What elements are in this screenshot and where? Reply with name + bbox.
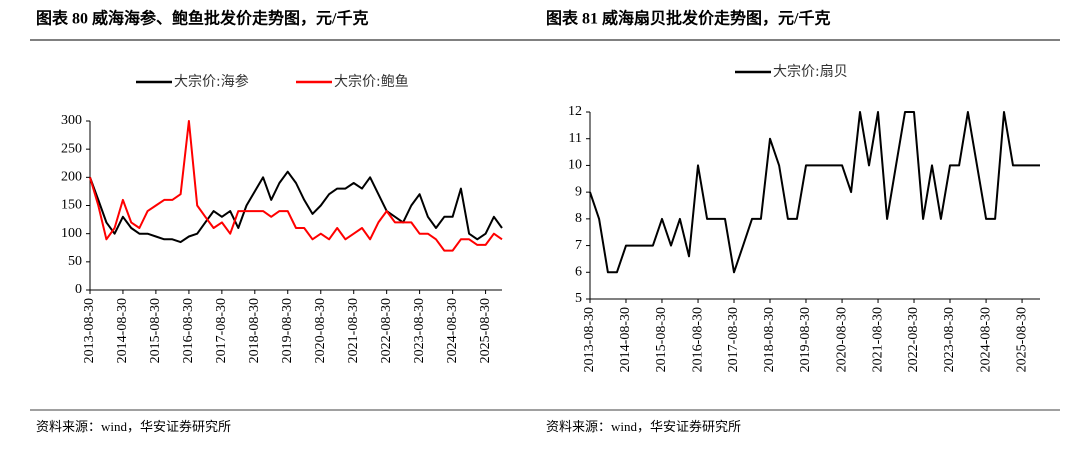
source-note: 资料来源：wind，华安证券研究所: [36, 419, 231, 434]
y-tick-label: 6: [575, 265, 582, 280]
x-tick-label: 2021-08-30: [346, 298, 361, 363]
y-tick-label: 300: [61, 113, 82, 128]
x-tick-label: 2014-08-30: [115, 298, 130, 363]
y-tick-label: 250: [61, 141, 82, 156]
series-line: [89, 170, 503, 244]
x-tick-label: 2013-08-30: [82, 298, 97, 363]
series-line: [589, 111, 1040, 274]
x-tick-label: 2017-08-30: [726, 307, 741, 372]
y-tick-label: 7: [575, 238, 582, 253]
x-tick-label: 2015-08-30: [654, 307, 669, 372]
x-tick-label: 2018-08-30: [762, 307, 777, 372]
chart-title: 图表 81 威海扇贝批发价走势图，元/千克: [546, 9, 830, 28]
y-tick-label: 9: [575, 184, 582, 199]
x-tick-label: 2013-08-30: [582, 307, 597, 372]
y-tick-label: 10: [568, 158, 582, 173]
x-tick-label: 2019-08-30: [798, 307, 813, 372]
legend-label: 大宗价:扇贝: [773, 64, 848, 80]
y-tick-label: 0: [75, 282, 82, 297]
x-tick-label: 2022-08-30: [906, 307, 921, 372]
x-tick-label: 2021-08-30: [870, 307, 885, 372]
y-tick-label: 100: [61, 226, 82, 241]
y-tick-label: 12: [568, 104, 582, 119]
y-tick-label: 50: [68, 254, 82, 269]
x-tick-label: 2018-08-30: [247, 298, 262, 363]
y-tick-label: 150: [61, 198, 82, 213]
x-tick-label: 2017-08-30: [214, 298, 229, 363]
x-tick-label: 2019-08-30: [280, 298, 295, 363]
x-tick-label: 2015-08-30: [148, 298, 163, 363]
source-note: 资料来源：wind，华安证券研究所: [546, 419, 741, 434]
x-tick-label: 2025-08-30: [478, 298, 493, 363]
x-tick-label: 2020-08-30: [313, 298, 328, 363]
x-tick-label: 2024-08-30: [445, 298, 460, 363]
y-tick-label: 8: [575, 211, 582, 226]
chart-title: 图表 80 威海海参、鲍鱼批发价走势图，元/千克: [36, 9, 368, 28]
y-tick-label: 11: [569, 131, 582, 146]
y-tick-label: 200: [61, 170, 82, 185]
series-line: [89, 120, 503, 252]
x-tick-label: 2014-08-30: [618, 307, 633, 372]
x-tick-label: 2022-08-30: [379, 298, 394, 363]
x-tick-label: 2020-08-30: [834, 307, 849, 372]
legend-label: 大宗价:鲍鱼: [334, 73, 409, 90]
legend-label: 大宗价:海参: [174, 73, 249, 90]
x-tick-label: 2016-08-30: [690, 307, 705, 372]
y-tick-label: 5: [575, 291, 582, 306]
x-tick-label: 2023-08-30: [412, 298, 427, 363]
x-tick-label: 2024-08-30: [978, 307, 993, 372]
x-tick-label: 2025-08-30: [1014, 307, 1029, 372]
x-tick-label: 2023-08-30: [942, 307, 957, 372]
x-tick-label: 2016-08-30: [181, 298, 196, 363]
